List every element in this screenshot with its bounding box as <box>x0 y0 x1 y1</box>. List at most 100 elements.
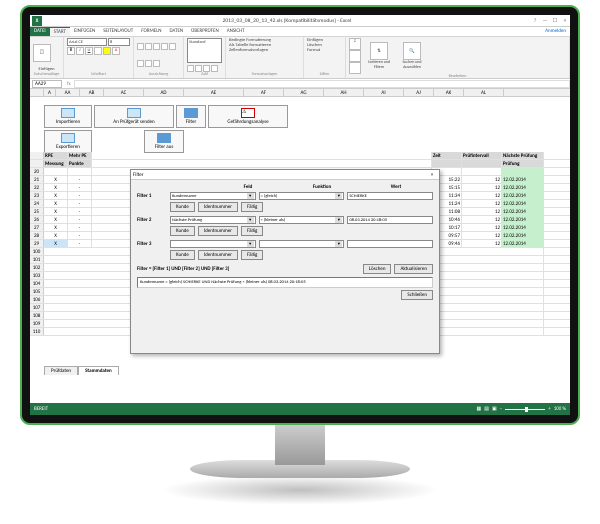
col-AD[interactable]: AD <box>144 89 184 96</box>
tab-review[interactable]: ÜBERPRÜFEN <box>187 27 223 36</box>
col-AF[interactable]: AF <box>244 89 284 96</box>
number-format[interactable]: Standard <box>187 38 222 63</box>
col-AG[interactable]: AG <box>284 89 324 96</box>
close-button[interactable]: Schließen <box>401 290 433 300</box>
tab-stammdaten[interactable]: Stammdaten <box>78 366 119 375</box>
zoom-in-icon[interactable]: + <box>548 406 551 412</box>
kunde-button[interactable]: Kunde <box>170 226 195 236</box>
send-button[interactable]: An Prüfgerät senden <box>94 105 174 128</box>
filter3-field[interactable]: ▾ <box>170 240 256 248</box>
dec-icon[interactable] <box>211 65 218 72</box>
ident-button[interactable]: Identnummer <box>198 202 238 212</box>
tab-formulas[interactable]: FORMELN <box>137 27 165 36</box>
format-cells[interactable]: Format <box>307 48 320 53</box>
faellig-button[interactable]: Fällig <box>241 202 263 212</box>
filter3-value[interactable] <box>347 240 433 248</box>
filter1-field[interactable]: Kundenname▾ <box>170 192 256 200</box>
bold-icon[interactable]: B <box>67 47 75 55</box>
analysis-button[interactable]: ⚠Gefährdungsanalyse <box>208 105 288 128</box>
comma-icon[interactable] <box>203 65 210 72</box>
border-icon[interactable] <box>94 47 102 55</box>
align-icon[interactable] <box>169 43 176 50</box>
filter-button[interactable]: Filter <box>176 105 206 128</box>
font-size[interactable]: 8 <box>108 38 130 46</box>
col-AH[interactable]: AH <box>324 89 364 96</box>
formula-input[interactable] <box>74 80 570 88</box>
filter3-func[interactable]: ▾ <box>259 240 345 248</box>
sum-icon[interactable]: Σ <box>349 38 361 50</box>
align-icon[interactable] <box>145 43 152 50</box>
zoom-out-icon[interactable]: − <box>500 406 503 412</box>
filteroff-button[interactable]: Filter aus <box>144 130 184 153</box>
update-button[interactable]: Aktualisieren <box>394 264 433 274</box>
kunde-button[interactable]: Kunde <box>170 250 195 260</box>
align-icon[interactable] <box>153 43 160 50</box>
col-A[interactable]: A <box>44 89 56 96</box>
font-name[interactable]: Arial CE <box>67 38 107 46</box>
tab-start[interactable]: START <box>50 27 70 36</box>
currency-icon[interactable] <box>187 65 194 72</box>
col-AK[interactable]: AK <box>434 89 464 96</box>
export-icon <box>61 133 75 143</box>
filter1-func[interactable]: = (gleich)▾ <box>259 192 345 200</box>
sheet-tabs: Prüfdaten Stammdaten <box>44 366 119 375</box>
col-AJ[interactable]: AJ <box>404 89 434 96</box>
fill-icon[interactable] <box>103 47 111 55</box>
align-icon[interactable] <box>137 43 144 50</box>
close-icon[interactable]: × <box>560 18 570 24</box>
italic-icon[interactable]: I <box>76 47 84 55</box>
maximize-icon[interactable]: ☐ <box>550 18 560 24</box>
clear-icon[interactable] <box>349 62 361 74</box>
underline-icon[interactable]: U <box>85 47 93 55</box>
name-box[interactable]: AA29 <box>32 80 62 88</box>
col-AA[interactable]: AA <box>56 89 80 96</box>
ident-button[interactable]: Identnummer <box>198 250 238 260</box>
filter1-value[interactable]: SCHIERKE <box>347 192 433 200</box>
tab-file[interactable]: DATEI <box>30 27 50 36</box>
select-all[interactable] <box>30 89 44 96</box>
import-button[interactable]: Importieren <box>44 105 92 128</box>
login-link[interactable]: Anmelden <box>541 27 570 36</box>
view-icon[interactable]: ▦ <box>476 406 481 412</box>
zoom-level: 100 % <box>554 406 566 412</box>
view-icon[interactable]: ▤ <box>484 406 489 412</box>
filter2-field[interactable]: Nächste Prüfung▾ <box>170 216 256 224</box>
faellig-button[interactable]: Fällig <box>241 226 263 236</box>
sort-icon[interactable]: ⇅ <box>370 42 388 60</box>
help-icon[interactable]: ? <box>530 18 540 24</box>
filter2-func[interactable]: < (kleiner als)▾ <box>259 216 345 224</box>
align-icon[interactable] <box>145 60 152 67</box>
tab-data[interactable]: DATEN <box>166 27 188 36</box>
find-icon[interactable]: 🔍 <box>403 42 421 60</box>
fx-icon[interactable]: fx <box>64 81 74 87</box>
percent-icon[interactable] <box>195 65 202 72</box>
kunde-button[interactable]: Kunde <box>170 202 195 212</box>
wrap-icon[interactable] <box>161 43 168 50</box>
ident-button[interactable]: Identnummer <box>198 226 238 236</box>
faellig-button[interactable]: Fällig <box>241 250 263 260</box>
col-AB[interactable]: AB <box>80 89 104 96</box>
minimize-icon[interactable]: — <box>540 18 550 24</box>
tab-insert[interactable]: EINFÜGEN <box>70 27 99 36</box>
view-icon[interactable]: ▣ <box>492 406 497 412</box>
delete-button[interactable]: Löschen <box>363 264 392 274</box>
tab-pruefdaten[interactable]: Prüfdaten <box>44 366 78 375</box>
fill-icon[interactable] <box>349 50 361 62</box>
cell-styles[interactable]: Zellenformatvorlagen <box>229 48 268 53</box>
col-AE[interactable]: AE <box>184 89 244 96</box>
paste-icon[interactable]: 📋 <box>33 44 51 62</box>
export-button[interactable]: Exportieren <box>44 130 92 153</box>
group-edit: Bearbeiten <box>349 74 566 79</box>
zoom-slider[interactable] <box>505 409 545 410</box>
tab-view[interactable]: ANSICHT <box>223 27 249 36</box>
tab-layout[interactable]: SEITENLAYOUT <box>99 27 137 36</box>
filter2-value[interactable]: 08.03.2014 20:18:05 <box>347 216 433 224</box>
sort-label: Sortieren und Filtern <box>364 60 394 70</box>
align-icon[interactable] <box>137 60 144 67</box>
merge-icon[interactable] <box>153 60 160 67</box>
fontcolor-icon[interactable]: A <box>112 47 120 55</box>
col-AC[interactable]: AC <box>104 89 144 96</box>
col-AL[interactable]: AL <box>464 89 504 96</box>
col-AI[interactable]: AI <box>364 89 404 96</box>
dialog-close-icon[interactable]: × <box>427 172 437 178</box>
